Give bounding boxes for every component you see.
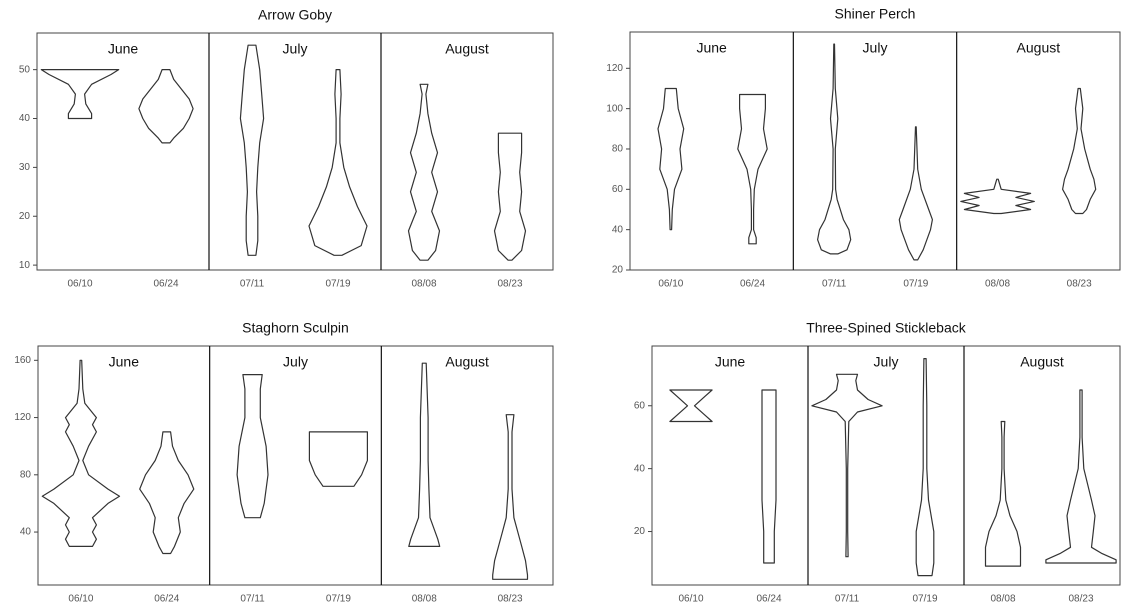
group-label: June bbox=[696, 40, 727, 56]
violin bbox=[1045, 389, 1117, 564]
group-label: July bbox=[874, 354, 899, 370]
y-tick-label: 30 bbox=[19, 162, 31, 173]
group-label: July bbox=[283, 41, 308, 57]
violin bbox=[138, 69, 194, 144]
y-tick-label: 40 bbox=[19, 113, 31, 124]
plot-frame bbox=[37, 345, 554, 586]
violin bbox=[41, 359, 121, 547]
y-tick-label: 10 bbox=[19, 260, 31, 271]
x-tick-label: 07/11 bbox=[240, 279, 265, 290]
group-label: July bbox=[283, 354, 308, 370]
chart-title: Three-Spined Stickleback bbox=[806, 320, 967, 336]
violin bbox=[657, 87, 685, 231]
y-tick-label: 100 bbox=[606, 103, 623, 114]
x-tick-label: 07/19 bbox=[326, 594, 351, 605]
x-tick-label: 06/24 bbox=[153, 279, 178, 290]
violin bbox=[737, 93, 768, 245]
y-tick-label: 40 bbox=[634, 463, 646, 474]
x-tick-label: 08/23 bbox=[498, 594, 523, 605]
group-label: August bbox=[445, 41, 489, 57]
y-tick-label: 160 bbox=[14, 355, 31, 366]
group-label: August bbox=[1017, 40, 1061, 56]
violin bbox=[492, 414, 529, 580]
y-tick-label: 80 bbox=[20, 469, 32, 480]
y-tick-label: 60 bbox=[612, 184, 624, 195]
chart-title: Shiner Perch bbox=[835, 6, 916, 22]
y-tick-label: 50 bbox=[19, 64, 31, 75]
violin bbox=[493, 132, 527, 261]
group-label: June bbox=[715, 354, 746, 370]
violin bbox=[960, 178, 1035, 215]
plot-frame bbox=[36, 32, 554, 271]
violin bbox=[817, 43, 852, 255]
x-tick-label: 08/08 bbox=[411, 279, 436, 290]
x-tick-label: 07/19 bbox=[325, 279, 350, 290]
group-label: August bbox=[1020, 354, 1064, 370]
x-tick-label: 06/10 bbox=[658, 279, 683, 290]
group-label: July bbox=[863, 40, 888, 56]
x-tick-label: 06/10 bbox=[67, 279, 92, 290]
x-tick-label: 06/24 bbox=[740, 279, 765, 290]
x-tick-label: 06/10 bbox=[678, 594, 703, 605]
violin bbox=[40, 69, 120, 120]
violin bbox=[139, 431, 195, 555]
violin bbox=[408, 362, 441, 547]
violin bbox=[239, 44, 265, 256]
violin bbox=[915, 358, 935, 577]
x-tick-label: 07/11 bbox=[240, 594, 265, 605]
plot-frame bbox=[651, 345, 1121, 586]
x-tick-label: 07/11 bbox=[835, 594, 860, 605]
x-tick-label: 06/10 bbox=[68, 594, 93, 605]
violin bbox=[407, 83, 441, 261]
y-tick-label: 20 bbox=[634, 526, 646, 537]
violin bbox=[1062, 87, 1097, 215]
violin bbox=[236, 374, 269, 519]
violin bbox=[308, 69, 368, 256]
x-tick-label: 07/11 bbox=[822, 279, 847, 290]
y-tick-label: 120 bbox=[14, 412, 31, 423]
x-tick-label: 07/19 bbox=[903, 279, 928, 290]
x-tick-label: 08/08 bbox=[990, 594, 1015, 605]
x-tick-label: 06/24 bbox=[154, 594, 179, 605]
violin bbox=[761, 389, 777, 564]
x-tick-label: 08/23 bbox=[1068, 594, 1093, 605]
violin bbox=[308, 431, 368, 487]
violin bbox=[669, 389, 713, 423]
y-tick-label: 20 bbox=[19, 211, 31, 222]
y-tick-label: 60 bbox=[634, 400, 646, 411]
group-label: June bbox=[108, 41, 139, 57]
y-tick-label: 20 bbox=[612, 265, 624, 276]
group-label: August bbox=[445, 354, 489, 370]
x-tick-label: 08/08 bbox=[412, 594, 437, 605]
y-tick-label: 40 bbox=[612, 224, 624, 235]
violin bbox=[811, 373, 883, 558]
x-tick-label: 08/23 bbox=[497, 279, 522, 290]
chart-title: Arrow Goby bbox=[258, 7, 332, 23]
violin bbox=[898, 126, 933, 261]
plot-frame bbox=[629, 31, 1121, 271]
x-tick-label: 06/24 bbox=[756, 594, 781, 605]
chart-title: Staghorn Sculpin bbox=[242, 320, 349, 336]
x-tick-label: 07/19 bbox=[912, 594, 937, 605]
y-tick-label: 40 bbox=[20, 527, 32, 538]
y-tick-label: 80 bbox=[612, 144, 624, 155]
group-label: June bbox=[109, 354, 140, 370]
y-tick-label: 120 bbox=[606, 63, 623, 74]
violin bbox=[984, 420, 1022, 567]
x-tick-label: 08/08 bbox=[985, 279, 1010, 290]
x-tick-label: 08/23 bbox=[1067, 279, 1092, 290]
